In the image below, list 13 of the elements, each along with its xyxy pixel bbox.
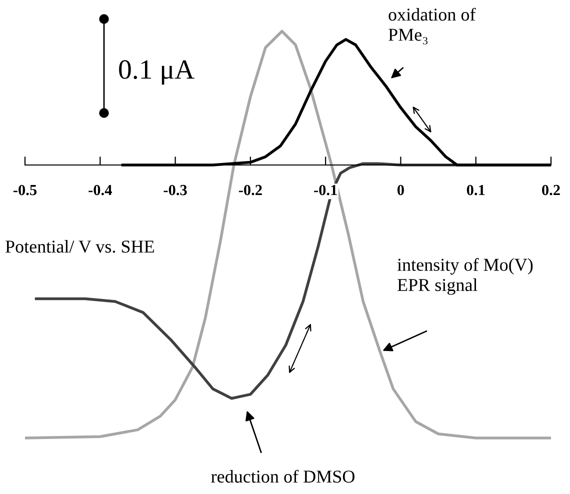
- x-tick-label: -0.5: [13, 184, 37, 196]
- text: reduction of DMSO: [211, 470, 354, 483]
- x-tick-label: 0: [397, 184, 404, 196]
- annotation: 0.1 μA: [119, 60, 194, 85]
- annotation: intensity of Mo(V) EPR signal: [397, 258, 533, 295]
- x-tick-label: -0.4: [88, 184, 112, 196]
- x-tick-label: 0.2: [542, 184, 560, 196]
- annotation: oxidation of PMe₃: [388, 8, 476, 44]
- x-tick-label: 0.1: [466, 184, 485, 196]
- x-axis-title: Potential/ V vs. SHE: [6, 240, 154, 253]
- x-tick-label: -0.2: [238, 184, 262, 196]
- x-tick-label: -0.1: [314, 184, 337, 196]
- x-tick-label: -0.3: [164, 184, 187, 196]
